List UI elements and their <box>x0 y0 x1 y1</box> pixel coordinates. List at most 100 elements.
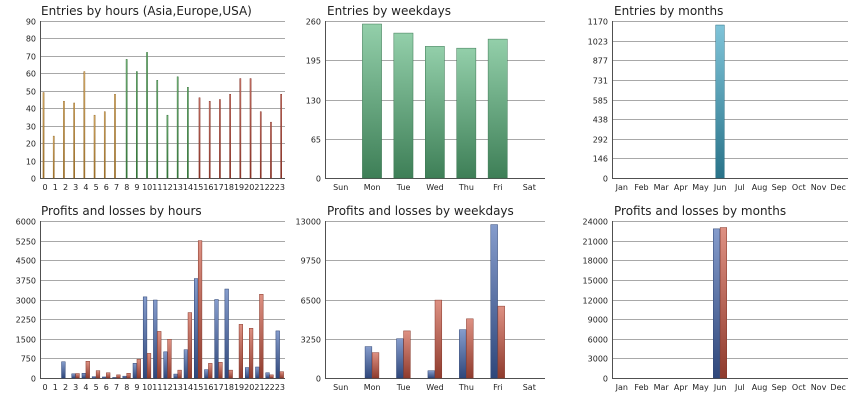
entries-months-title: Entries by months <box>614 4 723 18</box>
entries-months-xtick-label: Mar <box>654 183 670 192</box>
pl-months-title: Profits and losses by months <box>614 204 786 218</box>
entries-weekdays-xtick-label: Fri <box>493 183 503 192</box>
entries-months-xtick-label: Dec <box>830 183 845 192</box>
pl-hours-chart: Profits and losses by hours0750150022503… <box>16 204 285 392</box>
pl-weekdays-bar <box>396 338 404 379</box>
pl-months-xtick-label: Apr <box>674 383 689 392</box>
entries-weekdays-ytick-label: 65 <box>311 136 321 145</box>
pl-hours-ytick-label: 1500 <box>16 336 36 345</box>
pl-months-chart: Profits and losses by months 0 3000 6000 900… <box>583 204 848 392</box>
pl-weekdays-bar <box>403 330 411 379</box>
entries-hours-xtick-label: 15 <box>193 183 203 192</box>
pl-weekdays-bar <box>466 318 474 379</box>
entries-months-xtick-label: May <box>692 183 709 192</box>
pl-hours-bar <box>208 363 213 379</box>
entries-hours-xtick-label: 0 <box>43 183 48 192</box>
entries-months-xtick-label: Feb <box>634 183 648 192</box>
pl-hours-bar <box>85 361 90 379</box>
entries-hours-xtick-label: 22 <box>265 183 275 192</box>
entries-weekdays-ytick-label: 0 <box>316 175 321 184</box>
entries-hours-ytick-label: 80 <box>26 35 36 44</box>
pl-hours-bar <box>265 372 270 379</box>
pl-months-xtick-label: Jun <box>713 383 727 392</box>
pl-hours-xtick-label: 11 <box>152 383 162 392</box>
entries-hours-ytick-label: 70 <box>26 53 36 62</box>
pl-hours-bar <box>255 366 260 379</box>
pl-months-bar <box>719 227 727 379</box>
entries-hours-ytick-label: 60 <box>26 70 36 79</box>
entries-hours-bar <box>259 111 262 179</box>
pl-hours-bar <box>177 369 182 379</box>
entries-weekdays-xtick-label: Tue <box>396 183 411 192</box>
pl-months-xtick-label: Aug <box>752 383 768 392</box>
pl-weekdays-xtick-label: Sun <box>333 383 348 392</box>
pl-weekdays-xtick-label: Fri <box>493 383 503 392</box>
pl-hours-xtick-label: 20 <box>244 383 254 392</box>
entries-hours-xtick-label: 17 <box>214 183 224 192</box>
entries-hours-xtick-label: 19 <box>234 183 244 192</box>
pl-hours-bar <box>228 369 233 379</box>
pl-months-xtick-label: May <box>692 383 709 392</box>
entries-hours-bar <box>125 59 128 179</box>
entries-hours-xtick-label: 1 <box>53 183 58 192</box>
pl-hours-bar <box>71 373 76 379</box>
entries-hours-xtick-label: 10 <box>142 183 152 192</box>
entries-weekdays-chart: Entries by weekdays 0 65 130 195 260 Sun Mon Tue… <box>306 4 545 192</box>
pl-hours-xtick-label: 19 <box>234 383 244 392</box>
pl-hours-bar <box>157 331 162 379</box>
entries-weekdays-xtick-label: Wed <box>426 183 443 192</box>
entries-hours-chart: Entries by hours (Asia,Europe,USA)010203… <box>26 4 285 192</box>
entries-hours-xtick-label: 23 <box>275 183 285 192</box>
entries-hours-bar <box>136 71 138 179</box>
pl-hours-bar <box>167 339 172 379</box>
entries-hours-xtick-label: 4 <box>83 183 88 192</box>
entries-hours-bar <box>83 71 86 179</box>
entries-hours-xtick-label: 14 <box>183 183 193 192</box>
entries-hours-bar <box>280 94 282 179</box>
entries-hours-ytick-label: 0 <box>31 175 36 184</box>
pl-months-ytick-label: 3000 <box>588 355 608 364</box>
entries-hours-xtick-label: 7 <box>114 183 119 192</box>
pl-months-ytick-label: 18000 <box>583 257 608 266</box>
entries-hours-ytick-label: 20 <box>26 140 36 149</box>
pl-hours-ytick-label: 0 <box>31 375 36 384</box>
pl-months-ytick-label: 0 <box>603 375 608 384</box>
pl-months-xtick-label: Sep <box>772 383 787 392</box>
pl-hours-bar <box>214 299 219 379</box>
pl-weekdays-xtick-label: Sat <box>523 383 536 392</box>
pl-months-ytick-label: 24000 <box>583 218 608 227</box>
entries-weekdays-bar <box>487 38 508 179</box>
entries-months-xtick-label: Apr <box>674 183 689 192</box>
pl-hours-ytick-label: 5250 <box>16 238 36 247</box>
pl-hours-xtick-label: 3 <box>73 383 78 392</box>
entries-hours-bar <box>208 100 211 179</box>
entries-weekdays-bar <box>456 47 477 179</box>
pl-hours-bar <box>238 324 243 379</box>
entries-weekdays-xtick-label: Thu <box>458 183 474 192</box>
entries-hours-bar <box>73 102 75 179</box>
entries-weekdays-xtick-label: Sun <box>333 183 348 192</box>
entries-hours-ytick-label: 90 <box>26 18 36 27</box>
entries-weekdays-title: Entries by weekdays <box>327 4 451 18</box>
pl-hours-bar <box>224 288 229 379</box>
entries-months-xtick-label: Sep <box>772 183 787 192</box>
pl-weekdays-xtick-label: Thu <box>458 383 474 392</box>
entries-hours-bar <box>52 135 55 179</box>
entries-hours-bar <box>103 111 106 179</box>
pl-hours-xtick-label: 10 <box>142 383 152 392</box>
pl-hours-bar <box>81 373 86 379</box>
pl-weekdays-bar <box>497 305 505 379</box>
pl-hours-bar <box>102 376 107 379</box>
pl-hours-xtick-label: 6 <box>104 383 109 392</box>
pl-weekdays-ytick-label: 9750 <box>301 257 321 266</box>
pl-hours-bar <box>132 363 137 379</box>
pl-hours-xtick-label: 16 <box>203 383 213 392</box>
pl-hours-ytick-label: 4500 <box>16 257 36 266</box>
pl-months-xtick-label: Nov <box>811 383 827 392</box>
pl-weekdays-bar <box>427 370 435 379</box>
entries-hours-ytick-label: 50 <box>26 88 36 97</box>
pl-hours-ytick-label: 6000 <box>16 218 36 227</box>
pl-hours-xtick-label: 22 <box>265 383 275 392</box>
pl-hours-xtick-label: 13 <box>173 383 183 392</box>
pl-months-ytick-label: 6000 <box>588 336 608 345</box>
